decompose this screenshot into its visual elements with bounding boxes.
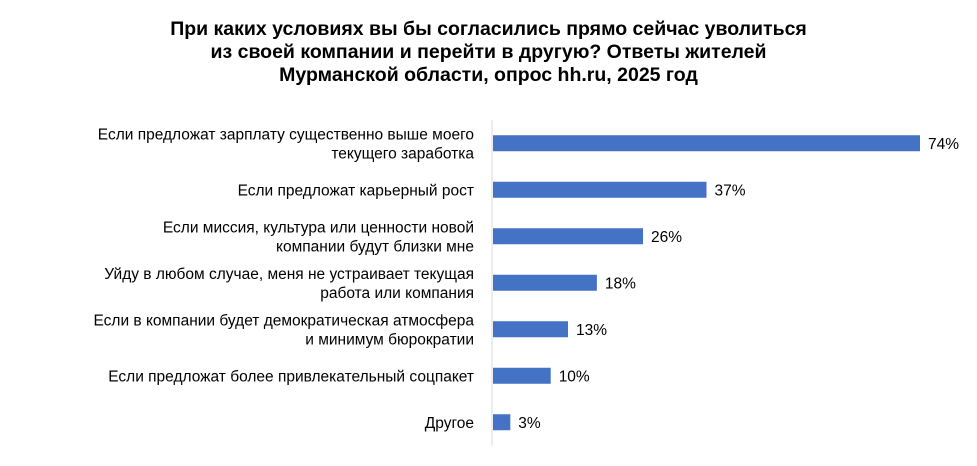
- chart-title: При каких условиях вы бы согласились пря…: [80, 18, 897, 87]
- category-label: Если предложат более привлекательный соц…: [108, 368, 474, 385]
- chart-title-line: Мурманской области, опрос hh.ru, 2025 го…: [279, 64, 698, 86]
- category-label: текущего заработка: [331, 145, 474, 162]
- chart-title-line: При каких условиях вы бы согласились пря…: [170, 18, 807, 40]
- bar: [493, 274, 597, 291]
- bar: [493, 367, 551, 384]
- category-label: Уйду в любом случае, меня не устраивает …: [104, 266, 474, 283]
- data-label: 74%: [928, 136, 959, 153]
- bar: [493, 228, 644, 245]
- category-label: Другое: [425, 415, 474, 432]
- data-label: 18%: [605, 275, 636, 292]
- bar: [493, 181, 707, 198]
- category-label: Если предложат зарплату существенно выше…: [98, 126, 474, 143]
- data-label: 37%: [715, 182, 746, 199]
- data-label: 3%: [518, 415, 541, 432]
- category-label: работа или компания: [320, 285, 474, 302]
- data-label: 10%: [559, 368, 590, 385]
- chart-title-line: из своей компании и перейти в другую? От…: [210, 41, 767, 63]
- bar: [493, 414, 511, 431]
- category-label: Если в компании будет демократическая ат…: [93, 312, 474, 329]
- category-label: Если предложат карьерный рост: [238, 182, 474, 199]
- data-label: 26%: [651, 229, 682, 246]
- bar: [493, 321, 569, 338]
- category-label: компании будут близки мне: [276, 238, 474, 255]
- data-label: 13%: [576, 322, 607, 339]
- bar: [493, 135, 920, 152]
- category-label: Если миссия, культура или ценности новой: [163, 219, 474, 236]
- category-label: и минимум бюрократии: [305, 331, 474, 348]
